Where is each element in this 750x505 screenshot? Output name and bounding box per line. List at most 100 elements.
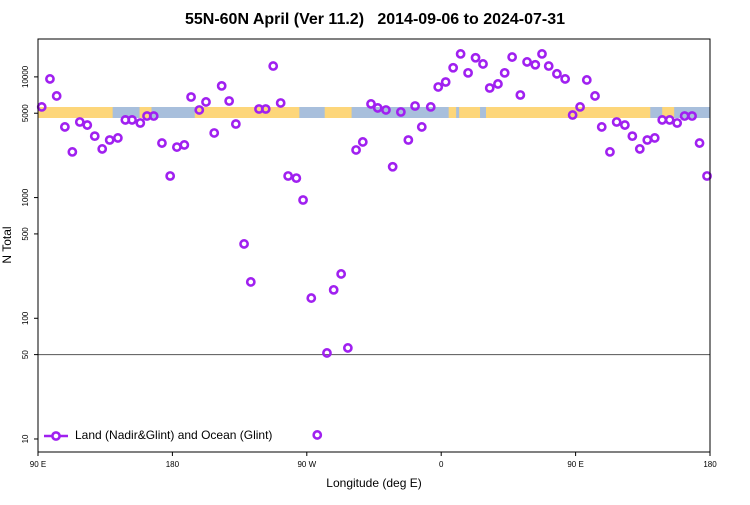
data-point (298, 195, 308, 205)
data-point (522, 57, 532, 67)
data-point (381, 105, 391, 115)
x-tick-label: 90 W (297, 460, 316, 469)
data-point (560, 74, 571, 84)
x-tick-label: 0 (439, 460, 444, 469)
y-tick-label: 500 (21, 227, 30, 241)
data-point (484, 83, 495, 93)
data-point (216, 80, 227, 91)
data-point (416, 122, 427, 132)
data-point (283, 171, 294, 181)
land-band (38, 107, 113, 118)
data-point (596, 122, 607, 132)
data-point (97, 144, 108, 154)
data-point (312, 430, 323, 440)
land-band (486, 107, 576, 118)
data-point (357, 137, 368, 147)
data-point (165, 171, 176, 181)
data-point (552, 68, 562, 79)
land-band (324, 107, 352, 118)
data-point (186, 92, 196, 102)
data-point (515, 90, 526, 100)
data-point (448, 62, 459, 73)
data-point (470, 52, 481, 63)
data-point (67, 147, 78, 157)
data-point (74, 117, 85, 127)
data-point (306, 293, 317, 303)
data-point (702, 171, 712, 181)
data-point (403, 135, 414, 145)
data-point (291, 173, 302, 184)
data-point (507, 52, 518, 62)
data-point (590, 91, 600, 101)
data-point (104, 135, 115, 145)
data-point (649, 133, 660, 143)
land-band (459, 107, 481, 118)
data-point (194, 105, 205, 115)
x-tick-label: 90 E (567, 460, 583, 469)
data-point (581, 75, 592, 85)
data-point (425, 102, 436, 112)
data-point (328, 284, 339, 295)
data-point (493, 79, 503, 89)
data-point (179, 140, 190, 150)
data-point (336, 269, 347, 279)
y-tick-label: 10000 (21, 65, 30, 88)
data-point (619, 120, 630, 130)
y-tick-label: 5000 (21, 104, 30, 122)
data-point (567, 110, 578, 120)
data-point (410, 101, 420, 111)
data-point (209, 128, 220, 138)
y-tick-label: 100 (21, 311, 30, 325)
data-point (342, 343, 353, 353)
data-point (157, 138, 167, 148)
data-point (440, 77, 451, 87)
data-point (268, 61, 279, 71)
data-point (36, 102, 47, 112)
ocean-band (38, 107, 710, 118)
plot-frame (37, 38, 711, 453)
data-point (275, 98, 286, 108)
data-point (239, 239, 249, 249)
data-point (201, 97, 211, 107)
data-point (148, 111, 159, 121)
y-tick-label: 50 (21, 350, 30, 359)
data-point (112, 133, 123, 143)
land-band (448, 107, 457, 118)
data-point (664, 115, 675, 125)
x-tick-label: 180 (703, 460, 717, 469)
legend-label: Land (Nadir&Glint) and Ocean (Glint) (75, 428, 272, 442)
y-tick-label: 10 (21, 434, 30, 443)
data-point (230, 119, 241, 129)
data-point (499, 67, 510, 78)
legend-marker (51, 431, 61, 441)
data-point (627, 131, 638, 142)
data-point (537, 49, 547, 59)
data-point (127, 115, 137, 125)
data-point (694, 138, 705, 148)
data-point (135, 118, 146, 128)
data-point (171, 142, 182, 152)
data-point (687, 111, 697, 121)
data-point (657, 115, 668, 125)
data-point (433, 82, 444, 92)
data-point (59, 122, 70, 132)
data-point (387, 161, 398, 172)
land-band (662, 107, 675, 118)
data-point (45, 74, 55, 84)
data-point (634, 144, 645, 154)
data-point (322, 348, 332, 358)
x-axis-label: Longitude (deg E) (326, 476, 421, 490)
land-band (575, 107, 651, 118)
data-point (575, 102, 585, 112)
y-axis-label: N Total (0, 226, 14, 263)
data-point (530, 59, 541, 70)
data-point (463, 67, 473, 78)
data-point (82, 120, 93, 130)
plot-area: 90 E 180 90 W 0 90 E 180 10 50 100 500 1000 5000 100… (21, 49, 717, 469)
data-point (455, 49, 466, 59)
data-point (543, 61, 554, 71)
x-tick-label: 90 E (30, 460, 46, 469)
land-band (194, 107, 300, 118)
data-point (260, 104, 271, 114)
